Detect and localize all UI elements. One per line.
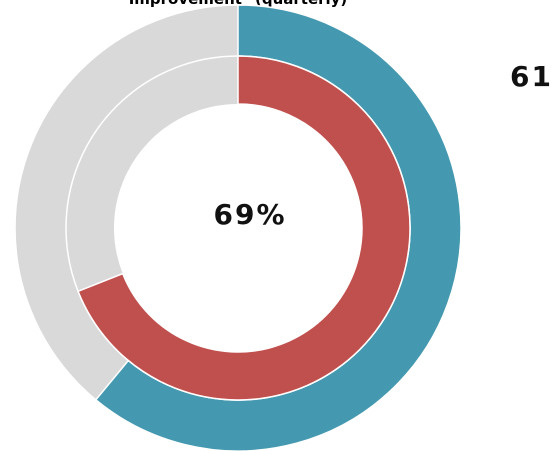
value-label: 69%: [213, 198, 286, 231]
ring-segment: [77, 55, 411, 401]
chart-title: Improvement "(quarterly): [129, 0, 348, 8]
value-label: 61%: [510, 60, 553, 93]
